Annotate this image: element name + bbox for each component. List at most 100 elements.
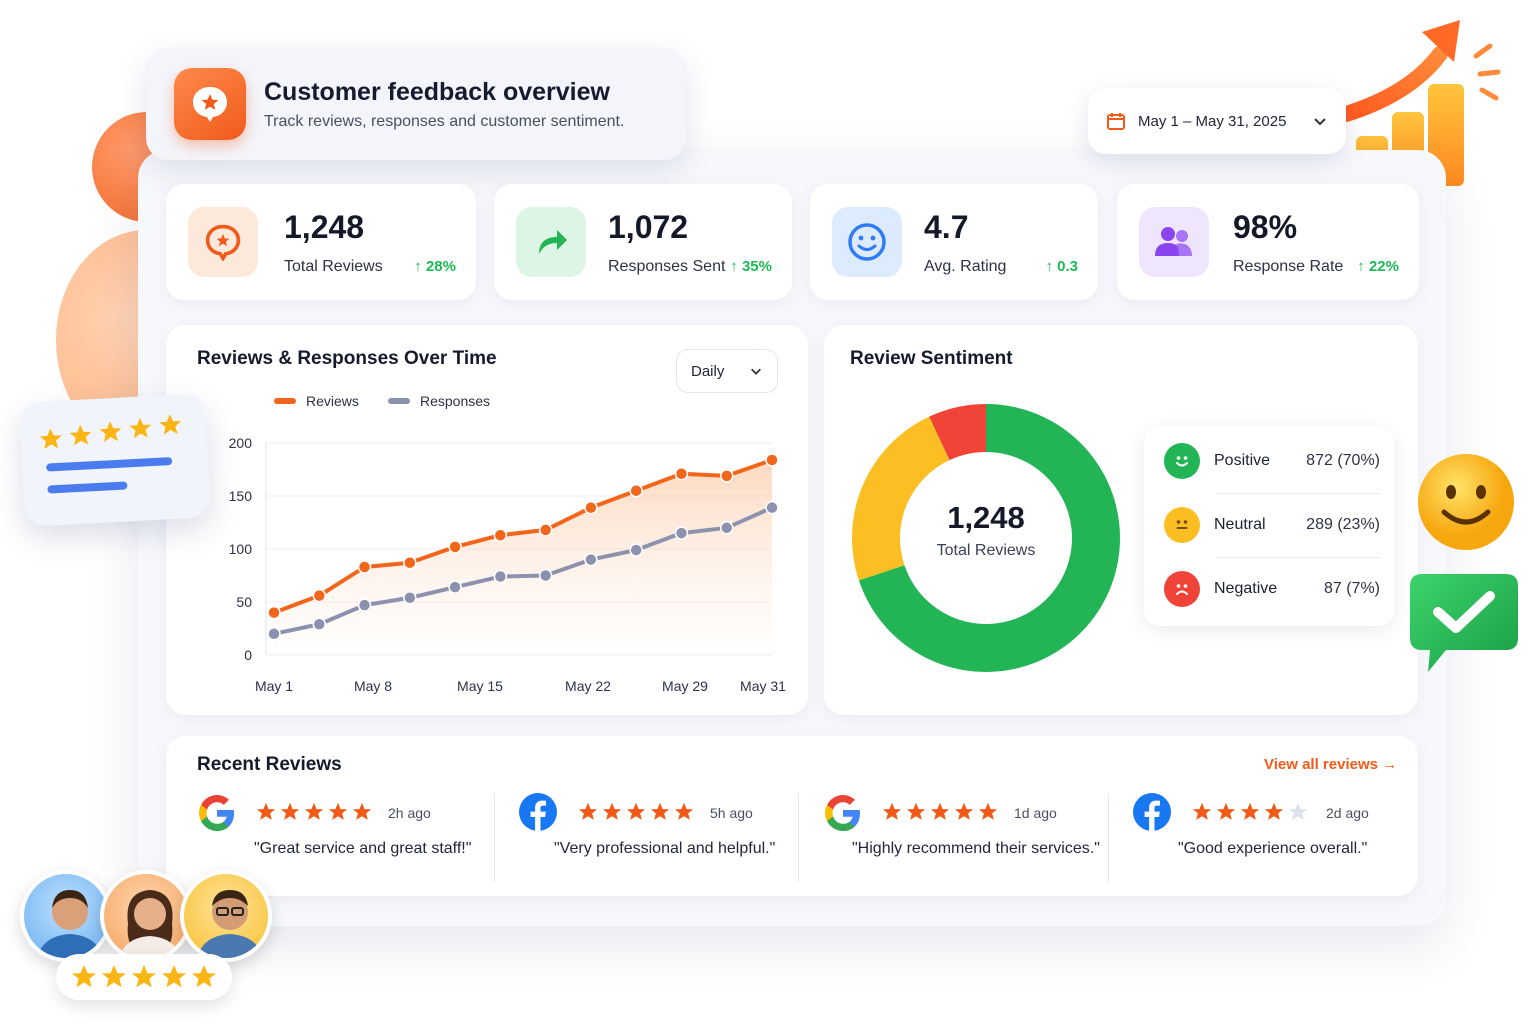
check-message-icon [1410,574,1518,672]
data-point-reviews [719,469,734,483]
data-point-reviews [674,466,689,481]
avatar-rating-badge [56,954,232,1000]
kpi-delta: ↑ 22% [1357,258,1399,275]
y-tick-label: 0 [244,647,252,663]
data-point-responses [267,627,281,641]
avatar [20,870,112,962]
five-star-rating-icon [39,414,182,494]
view-all-reviews-link[interactable]: View all reviews → [1264,756,1398,773]
five-star-rating-icon [72,965,216,988]
page-subtitle: Track reviews, responses and customer se… [264,112,625,130]
data-point-reviews [403,556,417,570]
growth-chart-icon [1340,20,1501,186]
star-icon [352,802,372,820]
date-range-picker[interactable]: May 1 – May 31, 2025 [1088,88,1346,154]
date-range-label: May 1 – May 31, 2025 [1138,112,1287,130]
data-point-responses [403,591,417,605]
sentiment-donut [852,404,1120,672]
google-logo-icon [825,795,860,831]
kpi-label: Responses Sent [608,257,726,275]
data-point-responses [765,500,779,515]
star-icon [930,802,950,820]
y-tick-label: 100 [229,541,253,557]
review-rating [578,802,694,822]
recent-reviews-title: Recent Reviews [197,754,342,775]
sentiment-row-negative: Negative 87 (7%) [1164,558,1380,620]
data-point-responses [674,526,689,540]
donut-slice-positive [858,404,1120,672]
legend-reviews: Reviews [274,393,359,409]
data-point-responses [538,568,553,583]
data-point-reviews [312,588,327,603]
star-icon [1288,802,1308,820]
review-quote: "Highly recommend their services." [852,840,1100,857]
sentiment-title: Review Sentiment [850,348,1013,369]
chevron-down-icon [751,368,761,375]
chat-star-icon [188,207,258,277]
sentiment-row-positive: Positive 872 (70%) [1164,430,1380,492]
data-point-reviews [267,605,281,620]
x-tick-label: May 1 [255,678,293,694]
data-point-reviews [629,483,643,498]
neutral-face-icon [1164,507,1200,543]
review-card[interactable]: 2d ago "Good experience overall." [1132,790,1422,886]
star-icon [978,802,998,820]
happy-face-icon [1164,443,1200,479]
data-point-reviews [493,528,508,542]
star-icon [906,802,926,820]
data-point-responses [493,569,508,584]
page-header: Customer feedback overview Track reviews… [146,48,686,160]
donut-slice-neutral [852,416,950,581]
star-icon [328,802,348,820]
star-icon [1240,802,1260,820]
sentiment-name: Negative [1214,580,1278,597]
data-point-reviews [584,500,598,515]
kpi-delta: ↑ 35% [730,258,772,275]
users-icon [1139,207,1209,277]
donut-slice-negative [929,404,986,461]
facebook-logo-icon [519,793,557,831]
star-icon [256,802,276,820]
google-logo-icon [199,795,234,831]
review-quote: "Very professional and helpful." [554,840,776,857]
data-point-responses [357,598,372,612]
sentiment-value: 289 (23%) [1306,516,1380,533]
review-card[interactable]: 1d ago "Highly recommend their services." [822,790,1112,886]
star-icon [280,802,300,820]
legend-swatch [388,398,410,404]
x-tick-label: May 22 [565,678,611,694]
kpi-label: Total Reviews [284,257,383,275]
kpi-avg-rating: 4.7 Avg. Rating ↑ 0.3 [810,184,1098,300]
data-point-responses [629,543,643,557]
data-point-reviews [357,560,372,574]
review-quote: "Good experience overall." [1178,840,1368,857]
sentiment-row-neutral: Neutral 289 (23%) [1164,494,1380,556]
kpi-value: 98% [1233,208,1298,245]
avatar [100,870,192,962]
kpi-value: 1,072 [608,208,689,245]
review-time: 2d ago [1326,805,1369,821]
review-quote: "Great service and great staff!" [254,840,472,857]
x-tick-label: May 29 [662,678,708,694]
chevron-down-icon [1314,118,1326,126]
review-card[interactable]: 2h ago "Great service and great staff!" [196,790,486,886]
kpi-delta: ↑ 28% [414,258,456,275]
smiley-emoji-icon [1418,454,1514,550]
floating-rating-card [18,393,212,527]
data-point-responses [448,580,462,594]
granularity-dropdown[interactable]: Daily [676,349,778,393]
data-point-responses [719,521,734,535]
granularity-label: Daily [691,362,725,380]
review-rating [256,802,372,822]
star-icon [1264,802,1284,820]
kpi-value: 1,248 [284,208,365,245]
review-card[interactable]: 5h ago "Very professional and helpful." [518,790,808,886]
kpi-value: 4.7 [924,208,969,245]
sad-face-icon [1164,571,1200,607]
divider [1216,493,1380,494]
divider [1108,794,1109,882]
kpi-delta: ↑ 0.3 [1045,258,1078,275]
sentiment-name: Positive [1214,452,1271,469]
data-point-reviews [765,453,779,467]
